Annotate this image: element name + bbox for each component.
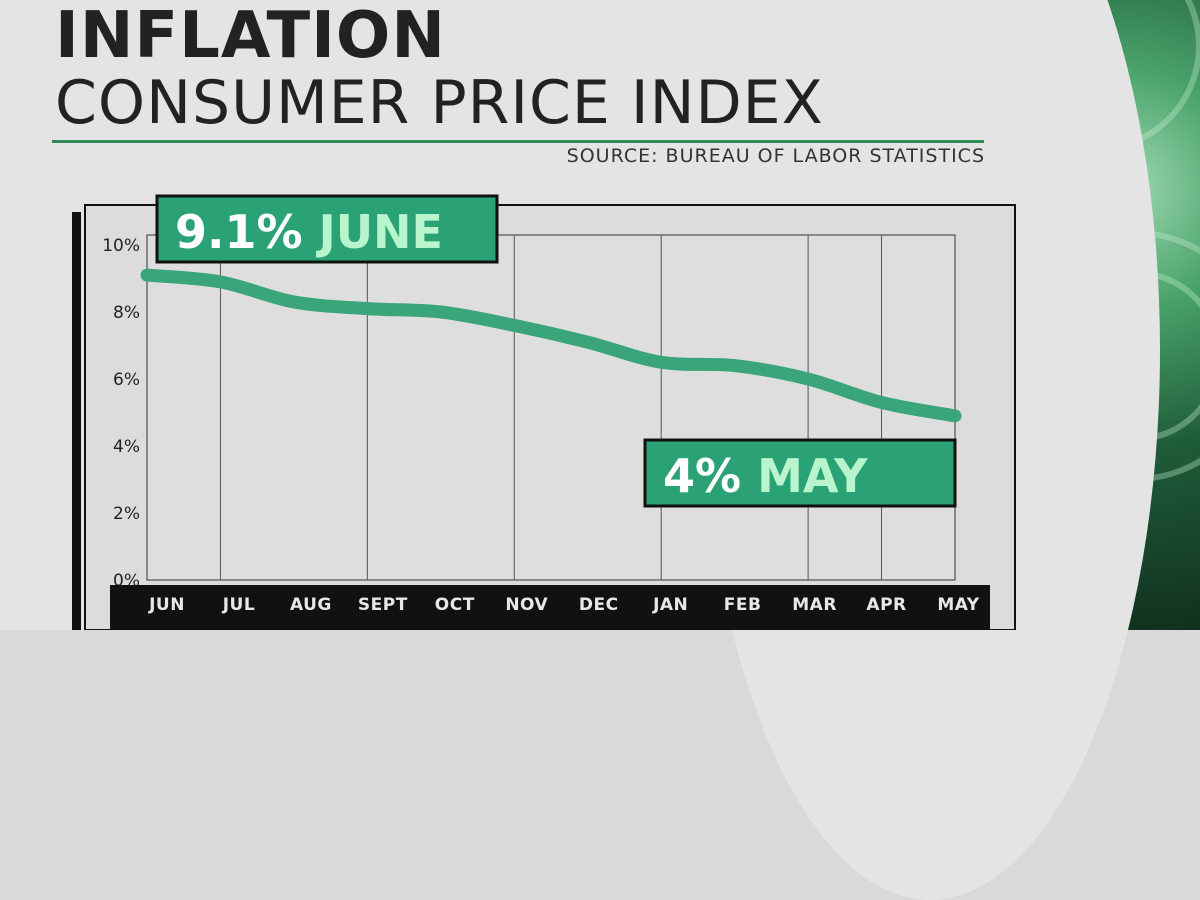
x-tick-label: APR <box>866 595 906 615</box>
x-tick-label: MAR <box>792 595 837 615</box>
cpi-line-chart: 0%2%4%6%8%10% JUN JUL AUG SEPT OCT NOV DEC JAN F… <box>72 194 1016 630</box>
title-line-1: INFLATION <box>55 0 446 73</box>
x-tick-label: OCT <box>435 595 475 615</box>
callout-box <box>643 438 957 508</box>
x-tick-label: MAY <box>937 595 979 615</box>
x-tick-label: AUG <box>290 595 332 615</box>
callout-may: 4% MAY <box>643 438 957 508</box>
y-tick-label: 2% <box>113 504 140 524</box>
callout-value: 4% <box>663 449 757 503</box>
x-tick-label: FEB <box>724 595 762 615</box>
x-tick-label: JUN <box>148 595 185 615</box>
callout-month: MAY <box>757 449 868 503</box>
chart-left-bar <box>72 212 81 630</box>
callout-june: 9.1% JUNE <box>155 194 499 264</box>
y-tick-label: 8% <box>113 303 140 323</box>
x-tick-label: NOV <box>505 595 548 615</box>
x-tick-label: JUL <box>222 595 255 615</box>
title-line-2: CONSUMER PRICE INDEX <box>55 68 824 138</box>
callout-month: JUNE <box>316 205 443 259</box>
x-tick-label: JAN <box>652 595 688 615</box>
callout-box <box>155 194 499 264</box>
y-tick-label: 4% <box>113 437 140 457</box>
plot-area <box>146 234 956 581</box>
x-tick-label: DEC <box>579 595 619 615</box>
y-tick-label: 10% <box>102 236 140 256</box>
callout-value: 9.1% <box>175 205 319 259</box>
title-rule <box>52 140 984 143</box>
source-label: SOURCE: BUREAU OF LABOR STATISTICS <box>566 145 985 167</box>
series-line-cpi <box>140 268 962 423</box>
month-bar <box>110 585 990 630</box>
x-tick-label: SEPT <box>358 595 408 615</box>
y-tick-label: 6% <box>113 370 140 390</box>
callout-label: 9.1% JUNE <box>175 205 443 259</box>
callout-label: 4% MAY <box>663 449 868 503</box>
